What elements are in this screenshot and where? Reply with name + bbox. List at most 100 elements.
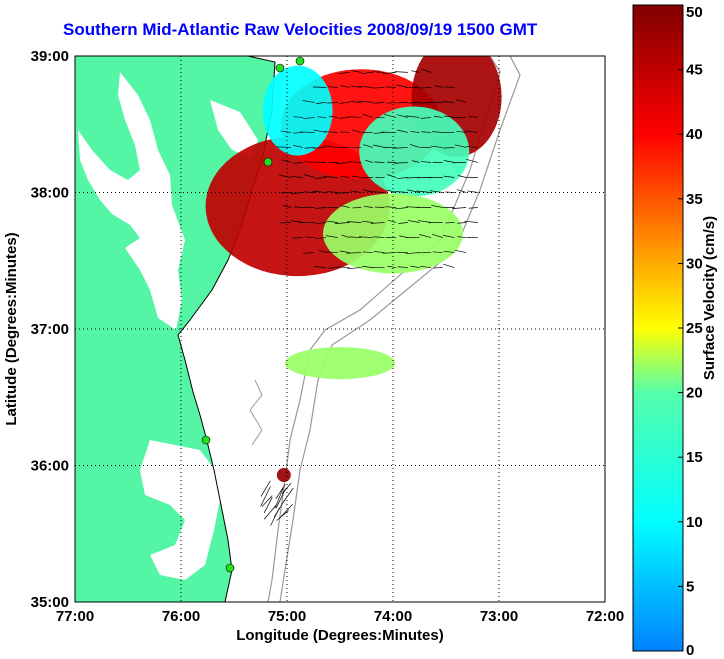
bathymetry-contour — [249, 379, 263, 446]
velocity-vector — [410, 265, 420, 268]
velocity-vector — [361, 72, 373, 74]
velocity-vector — [303, 191, 315, 193]
velocity-vector — [318, 249, 327, 253]
velocity-vector — [468, 115, 478, 118]
velocity-vector — [370, 222, 385, 224]
velocity-vector — [304, 147, 315, 149]
velocity-vector — [394, 191, 408, 193]
velocity-vector — [383, 72, 397, 75]
velocity-vector — [326, 191, 338, 193]
velocity-vector — [398, 222, 408, 224]
colorbar-tick-label: 15 — [686, 449, 703, 466]
velocity-vector — [443, 160, 455, 163]
velocity-vector — [314, 161, 327, 163]
velocity-vector — [291, 176, 303, 178]
velocity-vector — [430, 145, 443, 148]
colorbar-tick-label: 35 — [686, 191, 703, 208]
velocity-vector — [407, 220, 420, 223]
y-tick-label: 39:00 — [31, 48, 69, 65]
velocity-vector — [431, 233, 443, 238]
velocity-vector — [454, 249, 467, 253]
hf-radar-station — [201, 435, 211, 445]
velocity-vector — [408, 102, 420, 104]
colorbar-tick-label: 0 — [686, 642, 694, 659]
velocity-vector — [410, 144, 420, 148]
velocity-vector — [411, 160, 420, 163]
velocity-vector — [341, 205, 350, 208]
velocity-vector — [305, 236, 315, 238]
velocity-region — [285, 347, 395, 380]
velocity-vector — [399, 235, 408, 238]
velocity-vector — [467, 190, 478, 193]
velocity-vector — [418, 220, 432, 223]
velocity-vector — [359, 236, 373, 238]
velocity-vector — [340, 175, 350, 178]
velocity-vector — [419, 234, 432, 238]
y-tick-label: 38:00 — [31, 185, 69, 202]
velocity-vectors — [260, 68, 478, 526]
velocity-vector — [420, 68, 432, 73]
colorbar-tick-label: 40 — [686, 126, 703, 143]
velocity-vector — [336, 162, 350, 164]
velocity-vector — [443, 250, 455, 253]
chesapeake-bay — [78, 72, 185, 330]
velocity-vector — [323, 176, 338, 178]
velocity-vector — [373, 102, 385, 104]
x-tick-label: 77:00 — [56, 608, 94, 625]
velocity-vector — [326, 235, 338, 238]
grid-lines — [75, 56, 605, 602]
velocity-region — [276, 468, 291, 483]
velocity-vector — [385, 86, 397, 88]
colorbar — [632, 4, 684, 652]
velocity-vector — [313, 129, 327, 133]
velocity-vector — [275, 483, 286, 500]
y-tick-label: 35:00 — [31, 594, 69, 611]
velocity-vector — [363, 144, 373, 148]
velocity-vector — [442, 101, 455, 103]
velocity-vector — [290, 220, 303, 223]
velocity-vector — [432, 251, 443, 253]
velocity-vector — [394, 207, 408, 210]
colorbar-tick-label: 25 — [686, 320, 703, 337]
velocity-vector — [328, 115, 338, 118]
velocity-vector — [338, 72, 350, 74]
velocity-vector — [456, 130, 467, 133]
velocity-vector — [362, 113, 373, 118]
velocity-vector — [373, 132, 385, 134]
y-tick-label: 37:00 — [31, 321, 69, 338]
hf-radar-station — [225, 563, 235, 573]
x-tick-label: 74:00 — [374, 608, 412, 625]
velocity-vector — [411, 70, 420, 73]
velocity-vector — [347, 267, 362, 270]
colorbar-tick-label: 5 — [686, 578, 694, 595]
x-tick-label: 72:00 — [586, 608, 624, 625]
velocity-vector — [396, 177, 408, 179]
velocity-vector — [349, 101, 362, 103]
velocity-vector — [434, 85, 443, 88]
y-axis: 39:00 38:00 37:00 36:00 35:00 — [31, 48, 69, 611]
velocity-vector — [407, 189, 420, 193]
velocity-vector — [274, 488, 284, 509]
velocity-vector — [419, 87, 432, 89]
velocity-vector — [339, 102, 350, 104]
velocity-vector — [352, 175, 362, 178]
velocity-vector — [431, 205, 443, 208]
velocity-vector — [316, 102, 327, 104]
velocity-vector — [341, 234, 350, 238]
velocity-vector — [315, 207, 327, 209]
velocity-vector — [303, 174, 315, 178]
velocity-vector — [369, 191, 385, 193]
velocity-vector — [349, 161, 362, 163]
velocity-vector — [406, 177, 420, 179]
velocity-vector — [394, 162, 408, 164]
chart-title: Southern Mid-Atlantic Raw Velocities 200… — [63, 20, 538, 39]
velocity-vector — [293, 116, 303, 118]
velocity-vector — [443, 175, 455, 178]
velocity-vector — [387, 219, 397, 223]
velocity-vector — [358, 100, 373, 103]
velocity-vector — [373, 236, 385, 238]
velocity-vector — [300, 131, 315, 133]
velocity-vector — [394, 147, 408, 149]
velocity-vector — [373, 251, 385, 253]
velocity-vector — [302, 100, 315, 103]
